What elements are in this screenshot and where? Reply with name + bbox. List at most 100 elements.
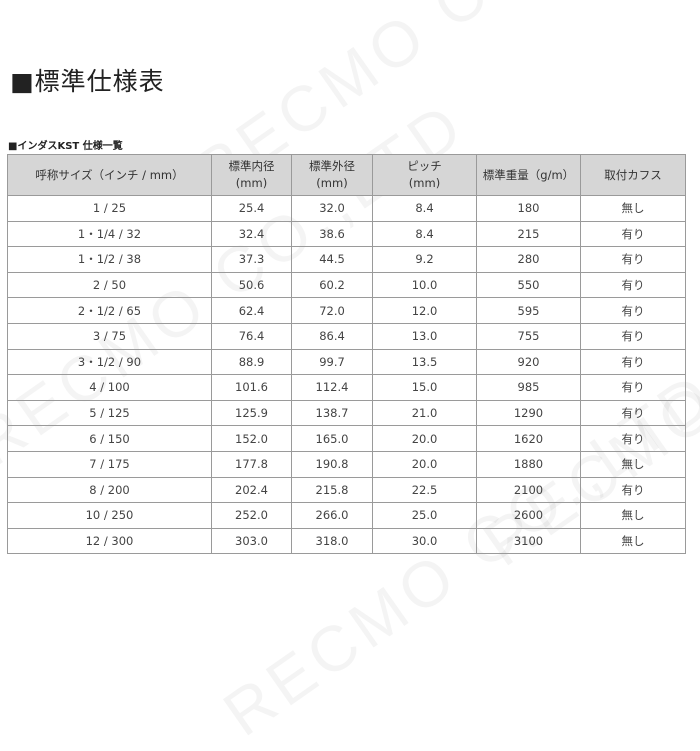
cell-weight: 1290 bbox=[476, 399, 581, 427]
cell-weight: 985 bbox=[476, 374, 581, 401]
cell-inner-diameter: 37.3 bbox=[211, 246, 292, 273]
cell-weight: 550 bbox=[476, 271, 581, 299]
table-row: 7 / 175 177.8 190.8 20.0 1880 無し bbox=[7, 450, 686, 478]
cell-inner-diameter: 303.0 bbox=[211, 527, 292, 555]
cell-weight: 1880 bbox=[476, 450, 581, 478]
cell-outer-diameter: 266.0 bbox=[291, 502, 373, 529]
table-row: 2・1/2 / 65 62.4 72.0 12.0 595 有り bbox=[7, 297, 686, 324]
cell-cuff: 無し bbox=[580, 450, 686, 478]
cell-cuff: 有り bbox=[580, 374, 686, 401]
cell-outer-diameter: 32.0 bbox=[291, 195, 373, 222]
cell-inner-diameter: 101.6 bbox=[211, 374, 292, 401]
cell-pitch: 9.2 bbox=[372, 246, 477, 273]
table-row: 3・1/2 / 90 88.9 99.7 13.5 920 有り bbox=[7, 348, 686, 376]
cell-outer-diameter: 112.4 bbox=[291, 374, 373, 401]
table-row: 2 / 50 50.6 60.2 10.0 550 有り bbox=[7, 271, 686, 299]
cell-inner-diameter: 202.4 bbox=[211, 476, 292, 504]
header-text: 標準内径 bbox=[228, 159, 275, 173]
header-text: (mm) bbox=[316, 176, 348, 190]
table-row: 3 / 75 76.4 86.4 13.0 755 有り bbox=[7, 322, 686, 350]
cell-pitch: 8.4 bbox=[372, 195, 477, 222]
cell-inner-diameter: 88.9 bbox=[211, 348, 292, 376]
cell-nominal-size: 3・1/2 / 90 bbox=[7, 348, 212, 376]
cell-weight: 215 bbox=[476, 220, 581, 248]
cell-outer-diameter: 165.0 bbox=[291, 425, 373, 452]
cell-outer-diameter: 190.8 bbox=[291, 450, 373, 478]
header-text: 標準重量（g/m） bbox=[482, 167, 575, 182]
cell-inner-diameter: 50.6 bbox=[211, 271, 292, 299]
cell-nominal-size: 7 / 175 bbox=[7, 450, 212, 478]
cell-pitch: 20.0 bbox=[372, 450, 477, 478]
table-row: 1 / 25 25.4 32.0 8.4 180 無し bbox=[7, 195, 686, 222]
cell-nominal-size: 12 / 300 bbox=[7, 527, 212, 555]
cell-weight: 3100 bbox=[476, 527, 581, 555]
cell-nominal-size: 2・1/2 / 65 bbox=[7, 297, 212, 324]
cell-cuff: 有り bbox=[580, 476, 686, 504]
table-caption: ■インダスKST 仕様一覧 bbox=[8, 141, 123, 152]
cell-cuff: 有り bbox=[580, 297, 686, 324]
cell-weight: 595 bbox=[476, 297, 581, 324]
cell-pitch: 13.0 bbox=[372, 322, 477, 350]
cell-inner-diameter: 177.8 bbox=[211, 450, 292, 478]
cell-cuff: 有り bbox=[580, 322, 686, 350]
cell-weight: 1620 bbox=[476, 425, 581, 452]
cell-pitch: 15.0 bbox=[372, 374, 477, 401]
cell-nominal-size: 1 / 25 bbox=[7, 195, 212, 222]
table-row: 12 / 300 303.0 318.0 30.0 3100 無し bbox=[7, 527, 686, 555]
cell-nominal-size: 10 / 250 bbox=[7, 502, 212, 529]
cell-weight: 755 bbox=[476, 322, 581, 350]
header-text: (mm) bbox=[235, 176, 268, 190]
table-row: 5 / 125 125.9 138.7 21.0 1290 有り bbox=[7, 399, 686, 427]
column-header-inner-diameter: 標準内径 (mm) bbox=[211, 154, 292, 196]
cell-cuff: 無し bbox=[580, 195, 686, 222]
cell-weight: 280 bbox=[476, 246, 581, 273]
column-header-weight: 標準重量（g/m） bbox=[476, 154, 581, 196]
cell-outer-diameter: 86.4 bbox=[291, 322, 373, 350]
cell-nominal-size: 6 / 150 bbox=[7, 425, 212, 452]
cell-nominal-size: 3 / 75 bbox=[7, 322, 212, 350]
cell-pitch: 25.0 bbox=[372, 502, 477, 529]
cell-pitch: 12.0 bbox=[372, 297, 477, 324]
table-row: 4 / 100 101.6 112.4 15.0 985 有り bbox=[7, 374, 686, 401]
column-header-nominal-size: 呼称サイズ（インチ / mm） bbox=[7, 154, 212, 196]
cell-outer-diameter: 38.6 bbox=[291, 220, 373, 248]
cell-cuff: 有り bbox=[580, 271, 686, 299]
cell-outer-diameter: 138.7 bbox=[291, 399, 373, 427]
header-text: 取付カフス bbox=[604, 167, 662, 182]
cell-cuff: 有り bbox=[580, 425, 686, 452]
cell-outer-diameter: 99.7 bbox=[291, 348, 373, 376]
cell-cuff: 有り bbox=[580, 220, 686, 248]
column-header-cuff: 取付カフス bbox=[580, 154, 686, 196]
cell-pitch: 10.0 bbox=[372, 271, 477, 299]
column-header-outer-diameter: 標準外径 (mm) bbox=[291, 154, 373, 196]
table-row: 1・1/4 / 32 32.4 38.6 8.4 215 有り bbox=[7, 220, 686, 248]
cell-weight: 920 bbox=[476, 348, 581, 376]
cell-pitch: 8.4 bbox=[372, 220, 477, 248]
cell-inner-diameter: 152.0 bbox=[211, 425, 292, 452]
cell-inner-diameter: 252.0 bbox=[211, 502, 292, 529]
column-header-pitch: ピッチ (mm) bbox=[372, 154, 477, 196]
cell-weight: 2100 bbox=[476, 476, 581, 504]
header-text: (mm) bbox=[408, 176, 441, 190]
cell-outer-diameter: 60.2 bbox=[291, 271, 373, 299]
cell-outer-diameter: 44.5 bbox=[291, 246, 373, 273]
cell-nominal-size: 1・1/2 / 38 bbox=[7, 246, 212, 273]
cell-pitch: 20.0 bbox=[372, 425, 477, 452]
cell-pitch: 13.5 bbox=[372, 348, 477, 376]
cell-outer-diameter: 215.8 bbox=[291, 476, 373, 504]
cell-cuff: 無し bbox=[580, 527, 686, 555]
table-row: 6 / 150 152.0 165.0 20.0 1620 有り bbox=[7, 425, 686, 452]
page-title: ■標準仕様表 bbox=[10, 67, 165, 96]
cell-inner-diameter: 32.4 bbox=[211, 220, 292, 248]
header-text: ピッチ bbox=[407, 159, 442, 173]
cell-inner-diameter: 76.4 bbox=[211, 322, 292, 350]
cell-cuff: 有り bbox=[580, 399, 686, 427]
table-header-row: 呼称サイズ（インチ / mm） 標準内径 (mm) 標準外径 (mm) ピッチ (mm) 標準… bbox=[7, 154, 686, 196]
header-text: 呼称サイズ（インチ / mm） bbox=[35, 167, 184, 182]
cell-cuff: 有り bbox=[580, 246, 686, 273]
cell-pitch: 21.0 bbox=[372, 399, 477, 427]
table-row: 8 / 200 202.4 215.8 22.5 2100 有り bbox=[7, 476, 686, 504]
cell-nominal-size: 1・1/4 / 32 bbox=[7, 220, 212, 248]
cell-nominal-size: 2 / 50 bbox=[7, 271, 212, 299]
cell-outer-diameter: 72.0 bbox=[291, 297, 373, 324]
